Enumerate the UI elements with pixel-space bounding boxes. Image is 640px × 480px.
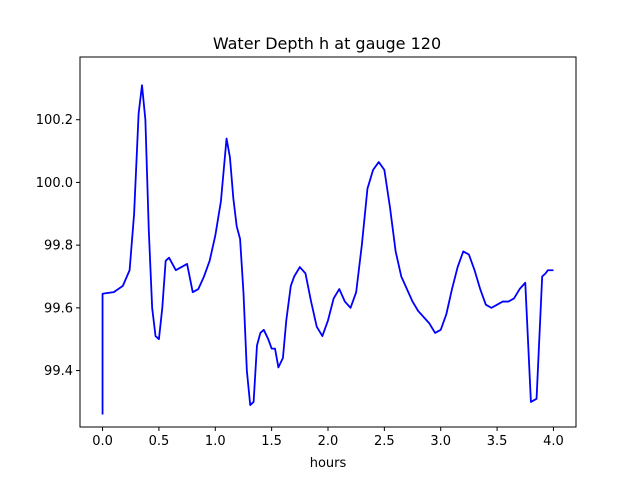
x-tick-label: 0.5 [149,434,170,449]
y-tick-label: 99.4 [44,364,73,379]
series-line-0 [101,84,554,415]
x-axis-label: hours [310,456,347,471]
x-tick-label: 3.0 [430,434,451,449]
x-tick-label: 1.5 [261,434,282,449]
x-tick-label: 4.0 [543,434,564,449]
plot-frame [79,56,577,428]
chart-title: Water Depth h at gauge 120 [213,34,441,53]
x-tick-label: 1.0 [205,434,226,449]
y-tick-label: 100.0 [36,176,73,191]
x-tick-label: 2.0 [318,434,339,449]
y-tick-label: 99.6 [44,301,73,316]
x-tick-label: 3.5 [487,434,508,449]
plot-area: 0.0 0.5 1.0 1.5 2.0 2.5 3.0 3.5 4.0 99.4 99.6 99.8 1… [36,56,577,449]
y-tick-label: 100.2 [36,113,73,128]
x-tick-label: 0.0 [92,434,113,449]
x-tick-label: 2.5 [374,434,395,449]
y-tick-label: 99.8 [44,239,73,254]
